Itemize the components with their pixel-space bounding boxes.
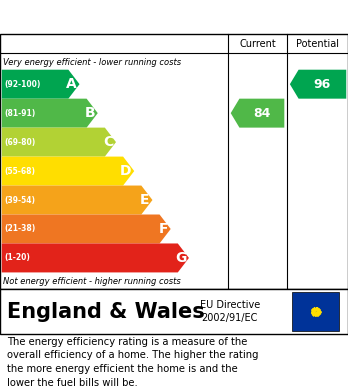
Text: (69-80): (69-80): [5, 138, 36, 147]
Text: Not energy efficient - higher running costs: Not energy efficient - higher running co…: [3, 277, 181, 286]
Text: 96: 96: [314, 78, 331, 91]
Polygon shape: [2, 215, 171, 244]
Text: F: F: [158, 222, 168, 236]
Polygon shape: [231, 99, 284, 127]
Text: England & Wales: England & Wales: [7, 301, 205, 321]
Text: B: B: [84, 106, 95, 120]
Text: E: E: [140, 193, 150, 207]
Polygon shape: [2, 244, 189, 273]
Text: G: G: [175, 251, 186, 265]
Text: (92-100): (92-100): [5, 80, 41, 89]
Text: D: D: [120, 164, 132, 178]
Text: EU Directive
2002/91/EC: EU Directive 2002/91/EC: [199, 300, 260, 323]
Polygon shape: [2, 186, 152, 215]
Text: (55-68): (55-68): [5, 167, 35, 176]
Text: (21-38): (21-38): [5, 224, 36, 233]
Bar: [292, 292, 339, 331]
Text: Current: Current: [239, 39, 276, 48]
Text: (1-20): (1-20): [5, 253, 30, 262]
Text: 84: 84: [253, 107, 270, 120]
Polygon shape: [2, 127, 116, 156]
Text: The energy efficiency rating is a measure of the
overall efficiency of a home. T: The energy efficiency rating is a measur…: [7, 337, 259, 387]
Text: (39-54): (39-54): [5, 196, 35, 204]
Text: C: C: [103, 135, 113, 149]
Polygon shape: [2, 70, 79, 99]
Text: (81-91): (81-91): [5, 109, 36, 118]
Text: A: A: [66, 77, 77, 91]
Text: Very energy efficient - lower running costs: Very energy efficient - lower running co…: [3, 58, 182, 67]
Polygon shape: [290, 70, 346, 99]
Polygon shape: [2, 99, 98, 127]
Polygon shape: [2, 156, 134, 186]
Text: Energy Efficiency Rating: Energy Efficiency Rating: [9, 9, 230, 25]
Text: Potential: Potential: [296, 39, 339, 48]
